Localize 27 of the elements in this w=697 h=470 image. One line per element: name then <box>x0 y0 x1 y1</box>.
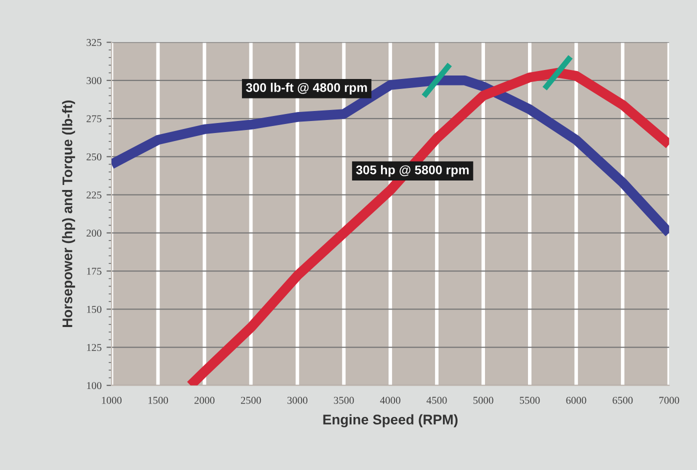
y-tick-label: 100 <box>87 382 102 390</box>
x-tick-label: 4500 <box>426 396 447 404</box>
annotation: 305 hp @ 5800 rpm <box>356 165 469 177</box>
y-tick-label: 175 <box>87 268 102 275</box>
x-tick-label: 5000 <box>473 396 494 404</box>
y-tick-label: 225 <box>86 192 102 199</box>
x-tick-label: 6000 <box>566 396 586 404</box>
x-tick-label: 4000 <box>380 396 400 404</box>
y-tick-label: 275 <box>86 115 102 122</box>
x-tick-label: 5500 <box>520 396 540 404</box>
x-tick-label: 2000 <box>194 396 214 404</box>
y-tick-label: 250 <box>86 153 102 160</box>
y-tick-label: 125 <box>87 344 102 351</box>
x-tick-label: 1500 <box>148 396 168 404</box>
x-tick-label: 7000 <box>659 396 680 404</box>
x-axis-title: Engine Speed (RPM) <box>323 414 458 428</box>
x-tick-label: 2500 <box>240 396 261 404</box>
x-tick-label: 3500 <box>334 396 354 404</box>
x-tick-label: 6500 <box>612 396 633 404</box>
y-tick-label: 200 <box>86 230 102 237</box>
x-tick-label: 3000 <box>287 396 308 404</box>
y-axis-title: Horsepower (hp) and Torque (lb-ft) <box>62 100 76 327</box>
y-tick-label: 150 <box>87 306 102 313</box>
y-tick-label: 325 <box>86 39 102 46</box>
y-tick-label: 300 <box>86 77 102 84</box>
x-tick-label: 1000 <box>102 396 122 404</box>
annotation: 300 lb-ft @ 4800 rpm <box>246 82 367 94</box>
